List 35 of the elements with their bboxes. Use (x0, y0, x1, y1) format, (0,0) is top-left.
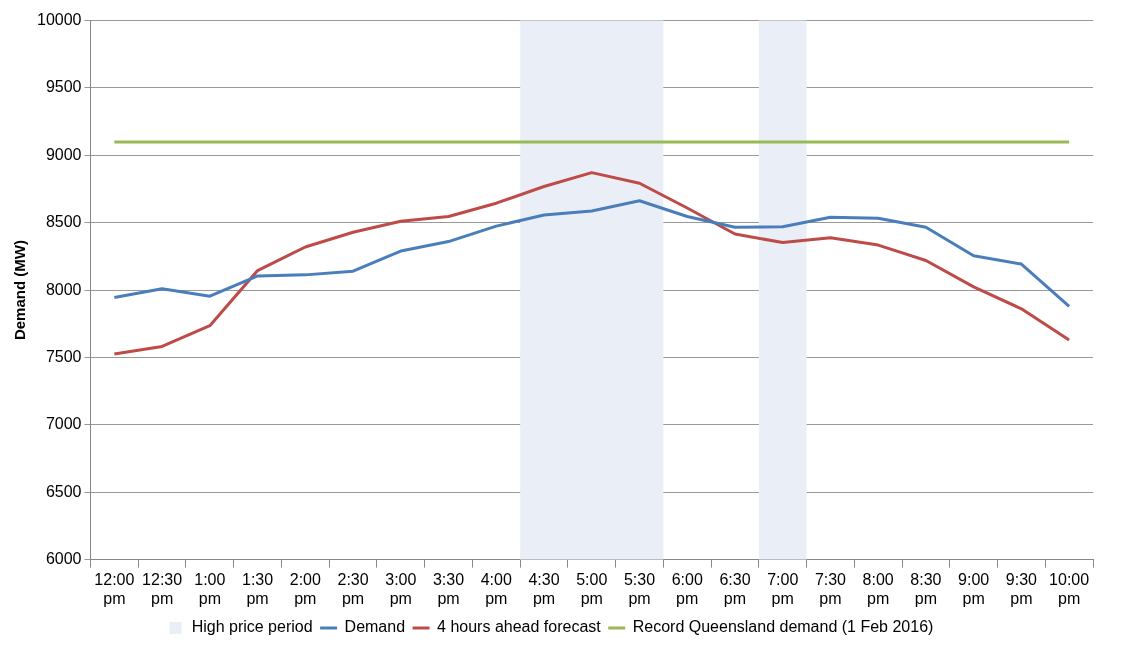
x-tick-label: 2:30 pm (337, 570, 369, 607)
x-tick-label: 7:00 pm (767, 570, 799, 607)
legend-label: Record Queensland demand (1 Feb 2016) (632, 618, 934, 636)
y-axis-title: Demand (MW) (11, 240, 29, 341)
x-tick-label: 6:00 pm (671, 570, 703, 607)
x-tick-label: 4:30 pm (528, 570, 560, 607)
x-tick-label: 2:00 pm (289, 570, 321, 607)
x-tick-label: 5:00 pm (576, 570, 608, 607)
x-tick-label: 12:30 pm (142, 570, 183, 607)
legend-label: High price period (191, 618, 313, 636)
x-tick-label: 1:00 pm (194, 570, 226, 607)
x-tick-label: 8:30 pm (910, 570, 942, 607)
x-tick-label: 6:30 pm (719, 570, 751, 607)
x-tick-label: 1:30 pm (242, 570, 274, 607)
y-tick-label: 7000 (45, 415, 82, 433)
y-tick-label: 6000 (45, 550, 82, 568)
x-tick-label: 10:00 pm (1049, 570, 1090, 607)
y-tick-label: 9000 (45, 145, 82, 163)
y-tick-label: 10000 (36, 11, 82, 29)
y-tick-label: 9500 (45, 78, 82, 96)
x-tick-label: 3:30 pm (432, 570, 465, 607)
x-tick-label: 9:00 pm (958, 570, 990, 607)
x-tick-label: 4:00 pm (480, 570, 512, 607)
legend-label: 4 hours ahead forecast (437, 618, 602, 636)
x-tick-label: 3:00 pm (385, 570, 417, 607)
x-tick-label: 5:30 pm (623, 570, 656, 607)
x-tick-label: 9:30 pm (1005, 570, 1038, 607)
x-tick-label: 12:00 pm (94, 570, 135, 607)
y-tick-label: 6500 (45, 482, 82, 500)
x-tick-label: 8:00 pm (862, 570, 894, 607)
y-tick-label: 8000 (45, 280, 82, 298)
y-tick-label: 7500 (45, 347, 82, 365)
y-tick-label: 8500 (45, 213, 82, 231)
legend-label: Demand (344, 618, 406, 636)
x-tick-label: 7:30 pm (814, 570, 847, 607)
